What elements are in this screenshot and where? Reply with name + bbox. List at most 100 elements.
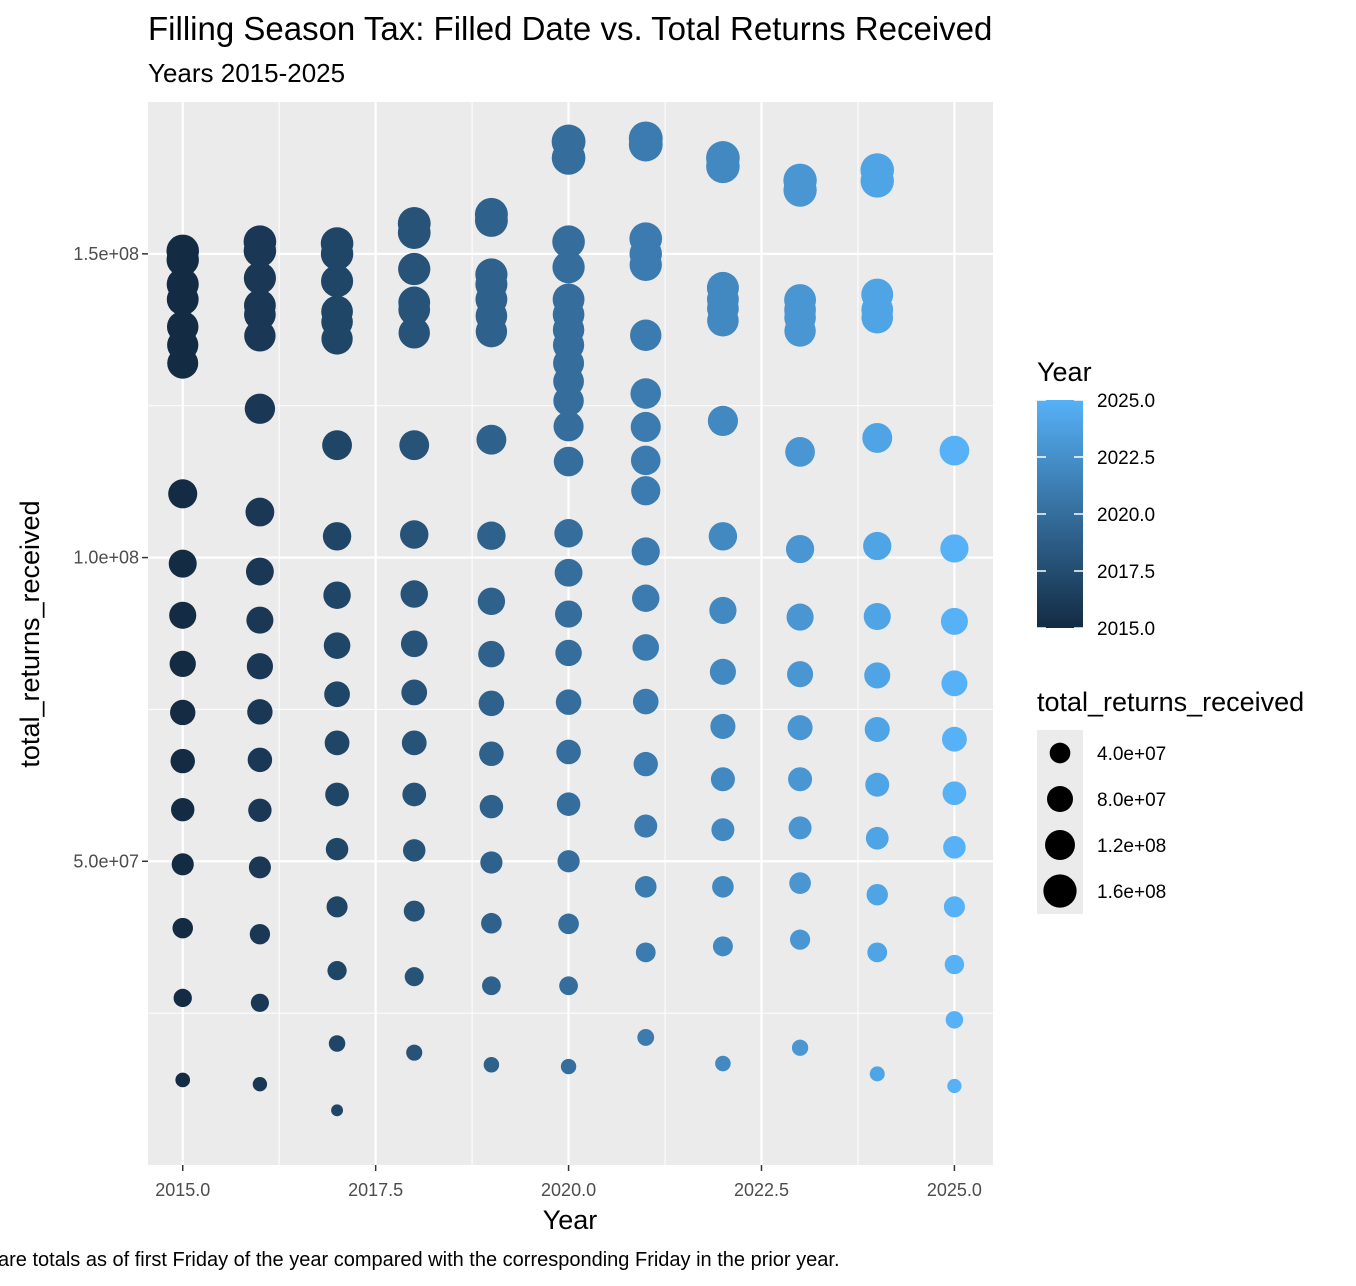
x-axis: 2015.0 2017.5 2020.0 2022.5 2025.0: [155, 1165, 982, 1200]
data-point: [712, 936, 733, 957]
data-point: [171, 853, 194, 876]
data-point: [480, 851, 503, 874]
y-tick-label: 1.0e+08: [73, 548, 139, 568]
legend-color-label: 2020.0: [1097, 505, 1155, 526]
legend-size-label: 1.6e+08: [1097, 882, 1166, 903]
data-point: [789, 872, 811, 894]
legend-size-key: [1043, 874, 1077, 908]
data-point: [552, 283, 585, 316]
data-point: [322, 522, 352, 551]
data-point: [322, 430, 352, 461]
data-point: [632, 688, 659, 715]
data-point: [945, 1011, 964, 1029]
data-point: [477, 587, 506, 615]
data-point: [715, 1055, 731, 1072]
data-point: [402, 839, 426, 862]
x-tick-label: 2025.0: [927, 1180, 982, 1200]
data-point: [787, 661, 814, 688]
data-point: [944, 954, 965, 975]
data-point: [552, 251, 585, 284]
data-point: [482, 976, 501, 996]
data-point: [245, 497, 275, 527]
data-point: [247, 699, 273, 725]
x-tick-label: 2022.5: [734, 1180, 789, 1200]
data-point: [478, 640, 505, 668]
data-point: [481, 912, 502, 934]
data-point: [166, 310, 199, 343]
data-point: [630, 319, 662, 351]
data-point: [706, 141, 740, 175]
data-point: [628, 121, 663, 156]
data-point: [399, 430, 430, 461]
data-point: [243, 225, 277, 259]
data-point: [555, 689, 582, 715]
data-point: [866, 883, 888, 906]
data-point: [553, 411, 584, 442]
data-point: [552, 225, 585, 259]
legend-size-key: [1049, 742, 1071, 764]
data-point: [943, 896, 965, 918]
data-point: [551, 124, 586, 159]
data-point: [554, 558, 583, 587]
data-point: [248, 856, 271, 879]
legend-color-label: 2022.5: [1097, 448, 1155, 469]
legend-size-label: 8.0e+07: [1097, 790, 1166, 811]
data-point: [168, 549, 197, 578]
data-point: [632, 634, 660, 661]
data-point: [553, 446, 584, 477]
data-point: [555, 639, 582, 667]
data-point: [630, 445, 661, 476]
data-point: [326, 896, 348, 918]
data-point: [556, 792, 581, 816]
data-point: [173, 988, 192, 1008]
data-point: [324, 730, 350, 756]
data-point: [947, 1078, 962, 1094]
data-point: [783, 163, 817, 198]
data-point: [864, 716, 890, 742]
data-point: [245, 557, 274, 586]
data-point: [170, 748, 195, 774]
data-point: [634, 876, 657, 898]
data-point: [321, 295, 353, 328]
data-point: [863, 602, 891, 631]
y-axis-label: total_returns_received: [15, 500, 45, 767]
data-point: [169, 601, 197, 629]
data-point: [474, 197, 508, 231]
data-point: [791, 1039, 809, 1056]
data-point: [247, 747, 273, 773]
data-point: [248, 798, 272, 822]
data-point: [631, 476, 661, 506]
data-point: [325, 837, 349, 861]
data-point: [634, 814, 658, 838]
data-point: [709, 658, 736, 685]
data-point: [637, 1029, 655, 1046]
data-point: [166, 268, 199, 301]
data-point: [710, 713, 736, 739]
data-point: [398, 252, 431, 286]
legend-color-title: Year: [1037, 357, 1092, 387]
legend-size-key: [1045, 830, 1075, 860]
data-points: [166, 121, 970, 1117]
data-point: [632, 584, 660, 612]
data-point: [711, 818, 735, 842]
data-point: [708, 522, 738, 551]
data-point: [168, 479, 198, 509]
chart-caption: are totals as of first Friday of the yea…: [0, 1249, 840, 1271]
data-point: [476, 424, 507, 455]
data-point: [170, 699, 196, 726]
data-point: [172, 917, 193, 939]
legend-size-key: [1047, 786, 1073, 812]
data-point: [863, 531, 892, 561]
data-point: [558, 913, 579, 935]
data-point: [860, 153, 895, 187]
data-point: [784, 284, 817, 316]
data-point: [941, 670, 968, 697]
data-point: [631, 537, 660, 566]
data-point: [475, 258, 508, 291]
data-point: [400, 630, 428, 658]
data-point: [328, 1035, 346, 1052]
legend-size-label: 4.0e+07: [1097, 744, 1166, 765]
data-point: [479, 741, 504, 767]
data-point: [397, 207, 431, 240]
data-point: [321, 265, 354, 298]
